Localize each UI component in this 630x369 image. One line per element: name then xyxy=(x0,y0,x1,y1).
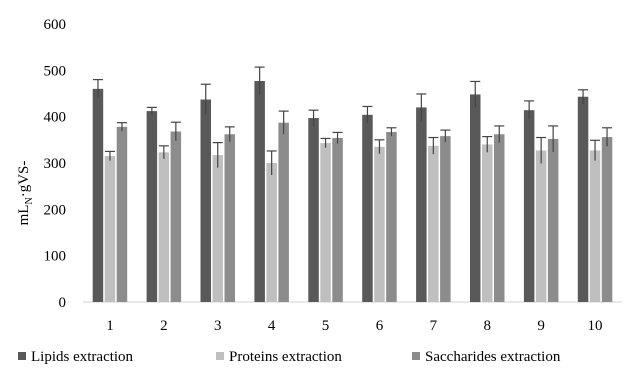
error-bar xyxy=(470,80,481,108)
x-tick-label: 6 xyxy=(376,318,384,334)
error-bar xyxy=(362,105,373,124)
x-tick-label: 3 xyxy=(214,318,222,334)
bar xyxy=(601,137,613,302)
error-bar xyxy=(578,89,589,104)
error-bar xyxy=(416,93,427,121)
y-axis-label-main: mL xyxy=(16,205,32,226)
error-bar xyxy=(92,78,103,99)
error-bar xyxy=(224,126,235,142)
error-bar xyxy=(116,122,127,132)
error-bar xyxy=(602,127,613,147)
legend-swatch xyxy=(216,352,224,360)
bar xyxy=(494,134,505,302)
x-tick-label: 2 xyxy=(160,318,168,334)
bar xyxy=(224,134,235,302)
y-tick-label: 300 xyxy=(44,156,67,172)
error-bar xyxy=(536,136,547,164)
bar xyxy=(577,96,589,302)
legend-item: Saccharides extraction xyxy=(412,349,561,365)
y-tick-label: 400 xyxy=(44,110,67,126)
error-bar xyxy=(308,109,319,126)
legend-item: Proteins extraction xyxy=(216,349,342,365)
legend-item: Lipids extraction xyxy=(18,349,134,365)
bar xyxy=(362,114,373,303)
y-tick-label: 500 xyxy=(44,63,67,79)
bar xyxy=(332,137,343,302)
error-bar xyxy=(146,106,157,115)
bar xyxy=(116,126,128,302)
bar xyxy=(212,155,223,302)
y-tick-label: 200 xyxy=(44,202,67,218)
bar xyxy=(158,152,170,302)
error-bar xyxy=(428,136,439,155)
x-tick-label: 7 xyxy=(430,318,438,334)
y-tick-label: 100 xyxy=(44,249,67,265)
error-bars xyxy=(92,66,613,176)
error-bar xyxy=(212,142,223,168)
error-bar xyxy=(548,125,559,152)
error-bar xyxy=(482,135,493,153)
y-axis-label-sub: N xyxy=(24,197,35,204)
bar xyxy=(386,131,397,302)
x-tick-label: 4 xyxy=(268,318,276,334)
bar xyxy=(266,163,277,302)
error-bar xyxy=(104,150,115,161)
error-bar xyxy=(320,137,331,148)
error-bar xyxy=(332,131,343,144)
legend: Lipids extraction Proteins extraction Sacc… xyxy=(18,349,561,365)
bar xyxy=(523,110,535,303)
bar xyxy=(440,136,451,302)
error-bar xyxy=(524,100,535,120)
bar xyxy=(589,150,601,302)
error-bar xyxy=(254,66,265,95)
legend-swatch xyxy=(412,352,420,360)
bar xyxy=(278,122,289,302)
bar xyxy=(374,146,385,302)
bar xyxy=(320,143,331,302)
bar xyxy=(428,145,439,302)
bar xyxy=(308,118,319,302)
error-bar xyxy=(440,129,451,143)
x-tick-label: 10 xyxy=(588,318,603,334)
bar xyxy=(470,94,481,302)
legend-swatch xyxy=(18,352,26,360)
bar xyxy=(146,111,158,303)
bar xyxy=(482,144,493,302)
error-bar xyxy=(266,150,277,176)
x-tick-label: 1 xyxy=(106,318,114,334)
bar xyxy=(416,107,427,303)
error-bar xyxy=(200,83,211,115)
error-bar xyxy=(170,121,181,141)
y-axis-ticks: 0 100 200 300 400 500 600 xyxy=(44,17,67,311)
bar xyxy=(254,80,265,303)
bars xyxy=(92,80,613,303)
bar xyxy=(535,150,547,302)
error-bar xyxy=(374,139,385,154)
error-bar xyxy=(590,139,601,161)
y-axis-label-rest: ·gVS- xyxy=(16,161,32,198)
legend-label: Proteins extraction xyxy=(229,349,342,365)
x-tick-label: 8 xyxy=(484,318,492,334)
error-bar xyxy=(278,110,289,135)
error-bar xyxy=(494,125,505,143)
bar xyxy=(92,88,104,302)
y-tick-label: 600 xyxy=(44,17,67,33)
bar xyxy=(170,131,182,302)
error-bar xyxy=(158,145,169,159)
bar xyxy=(200,99,211,302)
error-bar xyxy=(386,127,397,137)
y-axis-label: mLN·gVS- xyxy=(16,161,35,226)
x-axis-ticks: 1 2 3 4 5 6 7 8 9 10 xyxy=(106,318,602,334)
x-tick-label: 9 xyxy=(537,318,545,334)
x-tick-label: 5 xyxy=(322,318,330,334)
legend-label: Saccharides extraction xyxy=(425,349,561,365)
bar xyxy=(547,138,559,302)
legend-label: Lipids extraction xyxy=(31,349,134,365)
y-tick-label: 0 xyxy=(59,295,67,311)
bar xyxy=(104,156,116,302)
